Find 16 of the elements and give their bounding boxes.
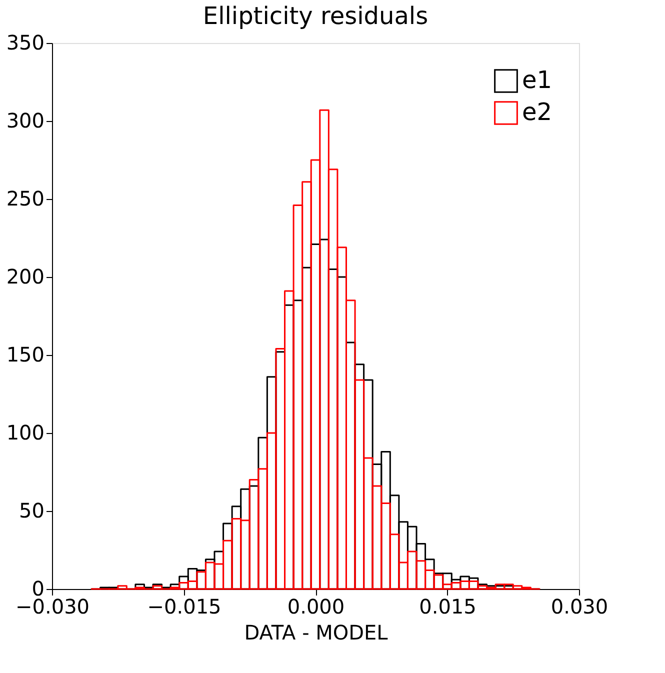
y-tick-label: 250 bbox=[6, 186, 44, 210]
y-tick-label: 150 bbox=[6, 342, 44, 366]
y-tick-label: 300 bbox=[6, 108, 44, 132]
y-tick-label: 50 bbox=[19, 498, 44, 522]
y-tick-label: 350 bbox=[6, 30, 44, 54]
x-tick-label: −0.030 bbox=[15, 594, 90, 618]
x-tick-label: 0.015 bbox=[419, 594, 476, 618]
legend-label: e2 bbox=[522, 98, 552, 126]
x-tick-label: −0.015 bbox=[147, 594, 222, 618]
y-tick-label: 200 bbox=[6, 264, 44, 288]
legend-label: e1 bbox=[522, 66, 552, 94]
y-tick-label: 100 bbox=[6, 420, 44, 444]
x-tick-label: 0.030 bbox=[550, 594, 608, 618]
x-tick-label: 0.000 bbox=[287, 594, 345, 618]
chart-title: Ellipticity residuals bbox=[202, 2, 428, 30]
x-axis-title: DATA - MODEL bbox=[244, 620, 389, 644]
